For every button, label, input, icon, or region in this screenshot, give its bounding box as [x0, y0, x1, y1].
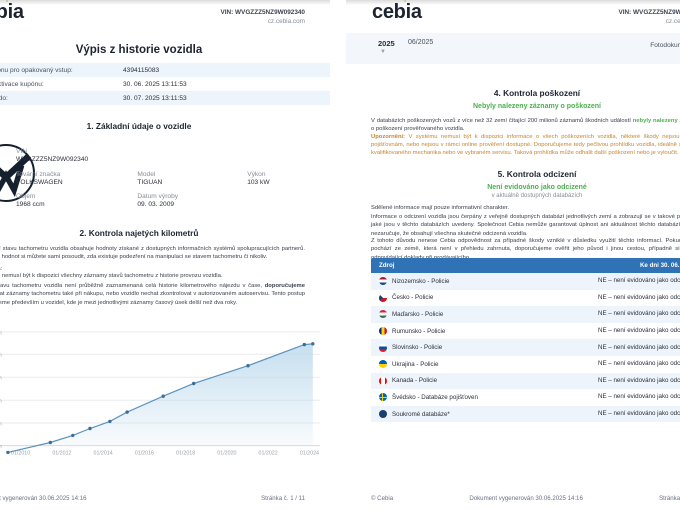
svg-text:01/2022: 01/2022: [259, 451, 278, 457]
svg-text:100 000 km: 100 000 km: [0, 444, 2, 450]
svg-text:01/2018: 01/2018: [176, 451, 195, 457]
svg-text:01/2024: 01/2024: [300, 451, 319, 457]
svg-text:01/2020: 01/2020: [217, 451, 236, 457]
svg-text:180 000 km: 180 000 km: [0, 353, 2, 359]
svg-text:01/2012: 01/2012: [52, 451, 71, 457]
svg-text:01/2014: 01/2014: [94, 451, 113, 457]
svg-text:120 000 km: 120 000 km: [0, 421, 2, 427]
svg-text:01/2016: 01/2016: [135, 451, 154, 457]
svg-text:200 000 km: 200 000 km: [0, 330, 2, 336]
svg-text:140 000 km: 140 000 km: [0, 399, 2, 405]
svg-text:160 000 km: 160 000 km: [0, 376, 2, 382]
